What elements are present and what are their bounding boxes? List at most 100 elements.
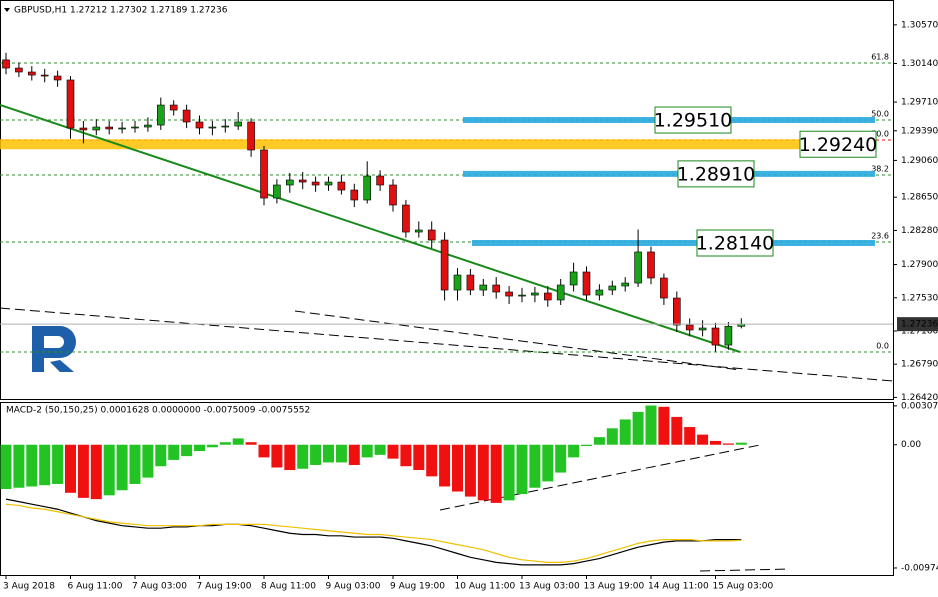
histogram-bar (77, 444, 89, 498)
candle-body (15, 67, 23, 73)
x-tick-label: 13 Aug 03:00 (519, 582, 580, 592)
y-tick-label: 1.28280 (901, 226, 938, 236)
x-tick-label: 10 Aug 11:00 (455, 582, 516, 592)
histogram-bar (503, 444, 515, 501)
candle-body (221, 125, 230, 128)
y-tick-label: 1.27530 (901, 293, 938, 303)
candle-body (131, 126, 139, 129)
zone-label-box (696, 229, 774, 257)
histogram-bar (310, 444, 322, 465)
zone-label-box (677, 160, 755, 188)
last-price-label: 1.27236 (901, 320, 938, 330)
x-tick-label: 9 Aug 03:00 (326, 582, 381, 592)
histogram-bar (271, 444, 283, 468)
fib-label: 38.2 (871, 165, 889, 174)
x-tick-label: 7 Aug 19:00 (197, 582, 252, 592)
y-tick-label: 0.00 (901, 440, 921, 450)
candle-body (27, 71, 36, 76)
macd-line (5, 498, 742, 566)
zone-label: 1.28140 (696, 232, 775, 254)
x-tick-label: 7 Aug 03:00 (132, 582, 187, 592)
histogram-bar (632, 411, 644, 445)
histogram-bar (606, 428, 618, 445)
y-tick-label: 1.30570 (901, 20, 938, 30)
histogram-bar (735, 442, 747, 445)
candle-body (182, 109, 191, 123)
x-tick-label: 3 Aug 2018 (3, 582, 55, 592)
candle-body (298, 179, 307, 183)
fib-label: 50.0 (871, 130, 889, 139)
y-tick-label: 1.29060 (901, 156, 938, 166)
candle-body (672, 297, 681, 326)
histogram-bar (387, 444, 399, 459)
trend-line (0, 104, 741, 353)
candle-body (466, 274, 475, 291)
histogram-bar (722, 443, 734, 445)
candle-body (40, 74, 49, 77)
histogram-bar (426, 444, 438, 477)
histogram-bar (181, 444, 193, 457)
histogram-bar (697, 434, 709, 445)
y-tick-label: 1.26790 (901, 360, 938, 370)
candle-body (260, 149, 268, 199)
y-tick-label: 1.26420 (901, 393, 938, 403)
candle-body (53, 75, 62, 81)
candle-body (531, 292, 539, 296)
candle-body (505, 291, 513, 297)
candle-body (144, 124, 152, 128)
histogram-bar (284, 444, 296, 471)
candle-body (157, 104, 165, 126)
histogram-bar (13, 444, 25, 488)
histogram-bar (297, 444, 309, 469)
candle-body (660, 277, 668, 299)
y-tick-label: 1.29390 (901, 126, 938, 136)
candle-body (350, 189, 359, 201)
candle-body (724, 326, 733, 346)
histogram-bar (400, 444, 412, 467)
histogram-bar (52, 444, 64, 484)
macd-trend-line (699, 568, 791, 572)
histogram-bar (348, 444, 360, 465)
histogram-bar (206, 444, 218, 448)
histogram-bar (245, 442, 257, 445)
histogram-bar (619, 419, 631, 445)
histogram-bar (39, 444, 51, 486)
y-tick-label: 1.27900 (901, 260, 938, 270)
candle-body (414, 229, 423, 233)
histogram-bar (65, 444, 76, 493)
candle-body (608, 285, 617, 291)
candle-body (621, 282, 630, 287)
candle-body (324, 181, 333, 186)
candle-body (685, 324, 694, 331)
zone-band (463, 170, 875, 177)
candle-body (402, 204, 410, 233)
zone-label: 1.29510 (654, 110, 733, 132)
histogram-bar (361, 444, 373, 458)
candle-body (92, 126, 101, 131)
x-tick-label: 9 Aug 19:00 (390, 582, 445, 592)
candle-body (647, 251, 655, 279)
candle-body (543, 292, 552, 301)
candle-body (208, 126, 217, 129)
y-tick-label: 1.27160 (901, 326, 938, 336)
histogram-bar (710, 440, 721, 445)
candle-body (518, 294, 526, 297)
histogram-bar (374, 444, 386, 455)
candle-body (363, 175, 372, 201)
histogram-bar (194, 444, 205, 452)
histogram-bar (542, 444, 554, 482)
histogram-bar (568, 444, 580, 458)
y-tick-label: -0.009745 (901, 563, 938, 573)
candle-body (311, 181, 320, 186)
candle-body (634, 251, 642, 284)
y-tick-label: 1.28650 (901, 193, 938, 203)
histogram-bar (26, 444, 38, 487)
histogram-bar (142, 444, 154, 478)
zone-band (472, 239, 875, 246)
x-tick-label: 8 Aug 11:00 (261, 582, 316, 592)
histogram-bar (90, 444, 102, 500)
zone-label: 1.29240 (799, 134, 878, 156)
candle-body (698, 327, 707, 331)
histogram-bar (323, 444, 334, 463)
zone-label-box (654, 106, 732, 134)
